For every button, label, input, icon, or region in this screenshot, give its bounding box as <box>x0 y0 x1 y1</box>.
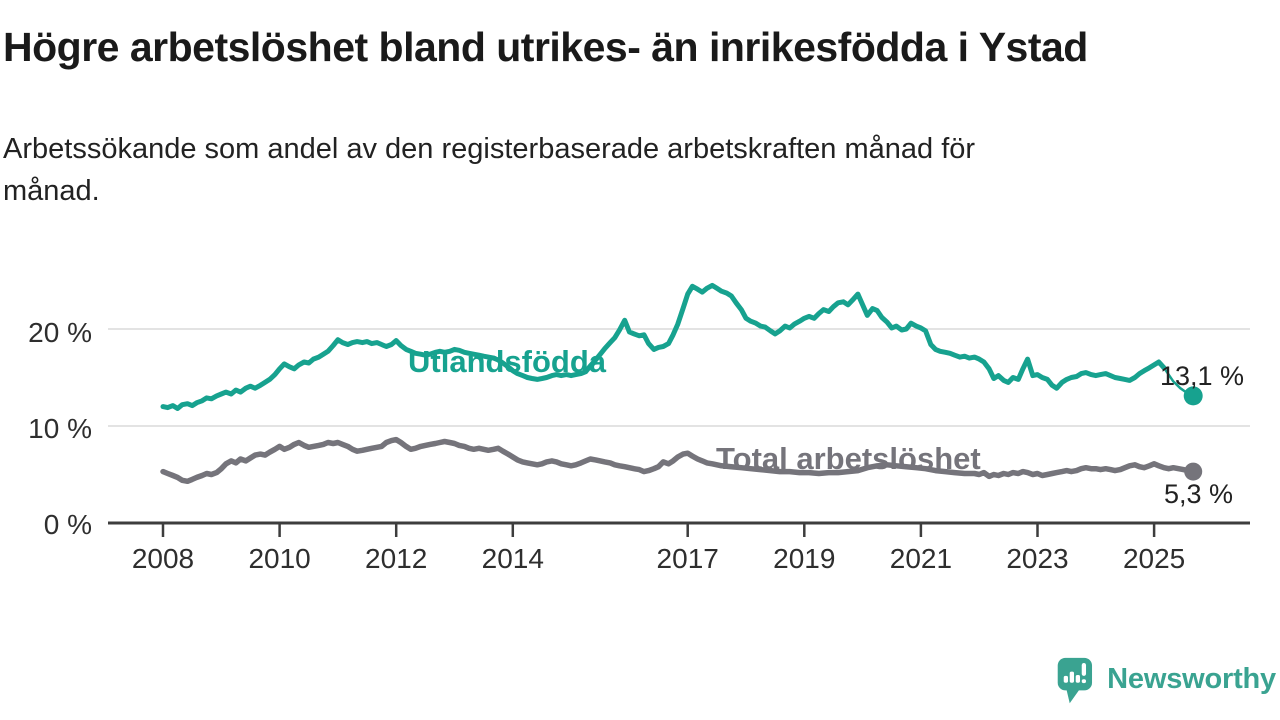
gridlines <box>108 328 1250 427</box>
x-tick-label: 2012 <box>365 543 427 574</box>
series-line-utlandsfodda <box>160 282 1167 411</box>
x-tick-label: 2021 <box>890 543 952 574</box>
series-end-dot-total <box>1184 462 1203 481</box>
page-title: Högre arbetslöshet bland utrikes- än inr… <box>3 24 1088 70</box>
y-tick-label-20: 20 % <box>28 317 92 348</box>
x-tick-label: 2014 <box>482 543 544 574</box>
end-value-label-utlandsfodda: 13,1 % <box>1160 361 1245 391</box>
chart-subtitle-line2: månad. <box>3 175 100 207</box>
x-tick-label: 2023 <box>1006 543 1068 574</box>
series-line-total-arbetsloshet <box>160 436 1196 485</box>
end-value-label-total: 5,3 % <box>1164 479 1234 509</box>
series-label-utlandsfodda: Utlandsfödda <box>408 344 607 379</box>
series-end-dot-utlandsfodda <box>1183 386 1203 406</box>
y-tick-label-0: 0 % <box>43 509 92 540</box>
x-tick-label: 2017 <box>657 543 719 574</box>
chart-subtitle: Arbetssökande som andel av den registerb… <box>3 128 1213 212</box>
y-tick-label-10: 10 % <box>28 413 92 444</box>
x-tick-label: 2025 <box>1123 543 1185 574</box>
series-label-total-arbetsloshet: Total arbetslöshet <box>716 441 981 476</box>
x-tick-label: 2019 <box>773 543 835 574</box>
newsworthy-logo-icon <box>1057 657 1093 704</box>
chart-subtitle-line1: Arbetssökande som andel av den registerb… <box>3 133 976 165</box>
newsworthy-branding: Newsworthy <box>1056 652 1276 710</box>
newsworthy-logo-text: Newsworthy <box>1107 662 1276 695</box>
x-axis-ticks <box>161 523 1156 537</box>
x-tick-label: 2010 <box>248 543 310 574</box>
line-chart: 2008 2010 2012 2014 2017 2019 2021 2023 2025 <box>108 282 1250 574</box>
x-tick-label: 2008 <box>132 543 194 574</box>
x-axis-labels: 2008 2010 2012 2014 2017 2019 2021 2023 2025 <box>132 543 1185 574</box>
